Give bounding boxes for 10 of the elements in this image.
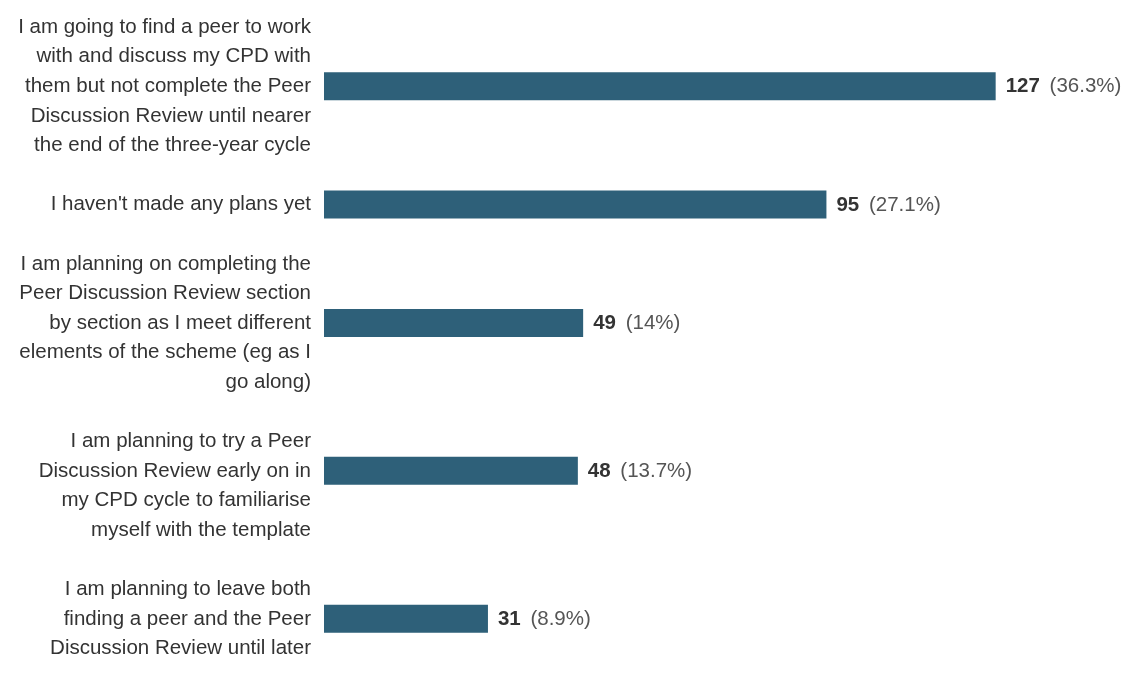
- y-tick-label: I am planning to leave both finding a peer and the Peer Discussion Review until later: [50, 576, 312, 659]
- y-tick-label: I am planning on completing the Peer Discussion Review section by section as I meet different elements of the scheme (eg as I go along): [19, 250, 312, 392]
- data-label: 95 (27.1%): [836, 191, 941, 215]
- y-tick-label: I haven't made any plans yet: [50, 191, 312, 215]
- data-label: 49 (14%): [593, 309, 681, 333]
- y-tick-label: I am planning to try a Peer Discussion Review early on in my CPD cycle to familiarise myself with the template: [38, 428, 312, 540]
- data-label: 48 (13.7%): [587, 457, 693, 481]
- y-tick-label: I am going to find a peer to work with and discuss my CPD with them but not complete the Peer Discussion Review until nearer the end of the three-year cycle: [18, 13, 312, 156]
- data-label: 127 (36.3%): [1005, 73, 1122, 97]
- data-label: 31 (8.9%): [497, 605, 591, 629]
